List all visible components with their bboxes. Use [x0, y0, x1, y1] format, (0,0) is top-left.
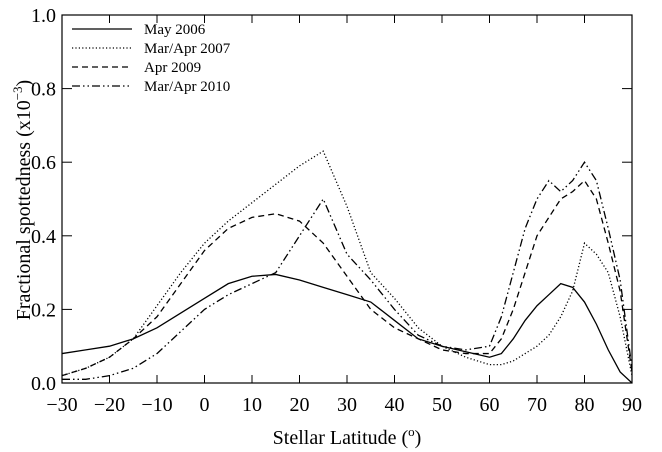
y-tick-label: 1.0: [31, 5, 56, 27]
x-tick-label: −10: [141, 394, 172, 416]
x-label-text: Stellar Latitude (: [273, 427, 409, 449]
legend-label: Mar/Apr 2007: [144, 41, 231, 57]
x-tick-label: 20: [290, 394, 310, 416]
x-tick-label: 60: [480, 394, 500, 416]
y-tick-label: 0.6: [31, 152, 56, 174]
data-line: [61, 273, 633, 384]
y-tick-label: 0.2: [31, 299, 56, 321]
y-axis-label: Fractional spottedness (x10−3): [10, 80, 35, 320]
y-label-text: Fractional spottedness (x10: [13, 100, 35, 320]
data-line: [62, 161, 633, 380]
data-line: [61, 179, 633, 377]
y-label-sup: −3: [10, 86, 25, 100]
y-tick-label: 0.8: [31, 79, 56, 101]
x-tick-label: 40: [385, 394, 405, 416]
x-tick-label: 30: [337, 394, 357, 416]
y-tick-label: 0.0: [31, 373, 56, 395]
legend-label: May 2006: [144, 22, 206, 38]
x-tick-label: 90: [622, 394, 642, 416]
legend-label: Apr 2009: [144, 60, 201, 76]
x-tick-label: −20: [94, 394, 125, 416]
x-tick-label: 80: [575, 394, 595, 416]
data-line: [61, 150, 633, 377]
x-tick-label: −30: [46, 394, 77, 416]
x-tick-label: 50: [432, 394, 452, 416]
x-label-end: ): [415, 427, 422, 449]
x-tick-label: 0: [200, 394, 210, 416]
legend-label: Mar/Apr 2010: [144, 79, 230, 95]
x-tick-label: 10: [242, 394, 262, 416]
y-label-end: ): [13, 80, 35, 87]
x-axis-label: Stellar Latitude (o): [273, 424, 422, 449]
x-label-sup: o: [408, 424, 415, 439]
y-tick-label: 0.4: [31, 226, 56, 248]
x-tick-label: 70: [527, 394, 547, 416]
